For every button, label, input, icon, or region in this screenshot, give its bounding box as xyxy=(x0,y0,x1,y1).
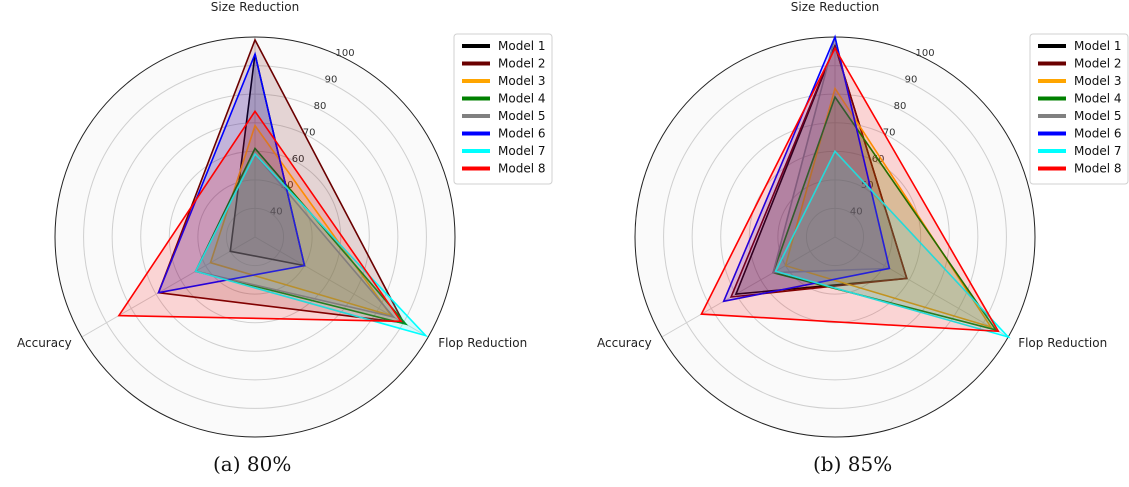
axis-label-accuracy: Accuracy xyxy=(597,336,652,350)
series-model-8-polygon xyxy=(700,46,1000,333)
radial-tick-label: 80 xyxy=(314,101,327,112)
series-model-6-polygon xyxy=(157,51,306,294)
legend-label-model-1: Model 1 xyxy=(1074,39,1121,53)
caption-b: (b) 85% xyxy=(813,452,893,476)
radar-panel-b: 40 50 60 70 80 90 100 Size Reduction Flop Reduct… xyxy=(580,0,1129,487)
axis-label-flop-reduction: Flop Reduction xyxy=(438,336,527,350)
series-model-4-polygon xyxy=(194,146,409,326)
axis-label-accuracy: Accuracy xyxy=(17,336,72,350)
grid-spoke-accuracy xyxy=(661,236,836,338)
radial-tick-label: 70 xyxy=(303,127,316,138)
legend-label-model-8: Model 8 xyxy=(498,162,545,176)
caption-a: (a) 80% xyxy=(213,452,292,476)
legend-label-model-7: Model 7 xyxy=(1074,144,1121,158)
plot-frame xyxy=(54,36,456,438)
radial-tick-label: 100 xyxy=(336,48,355,59)
radial-tick-label: 70 xyxy=(883,127,896,138)
legend-label-model-1: Model 1 xyxy=(498,39,545,53)
radial-tick-label: 40 xyxy=(850,207,863,218)
axis-label-flop-reduction: Flop Reduction xyxy=(1018,336,1107,350)
legend-label-model-5: Model 5 xyxy=(1074,109,1121,123)
legend-label-model-2: Model 2 xyxy=(1074,57,1121,71)
axis-label-size-reduction: Size Reduction xyxy=(791,0,879,14)
series-model-2-polygon xyxy=(729,43,908,298)
radial-tick-label: 90 xyxy=(325,75,338,86)
grid-spoke-flop-reduction xyxy=(834,236,1009,338)
legend-box xyxy=(453,33,553,185)
legend-label-model-2: Model 2 xyxy=(498,57,545,71)
legend-label-model-6: Model 6 xyxy=(1074,127,1121,141)
legend-label-model-3: Model 3 xyxy=(498,74,545,88)
legend-label-model-4: Model 4 xyxy=(498,92,545,106)
radial-tick-label: 40 xyxy=(270,207,283,218)
legend-label-model-5: Model 5 xyxy=(498,109,545,123)
radial-tick-label: 60 xyxy=(292,154,305,165)
series-model-7-polygon xyxy=(194,152,429,338)
radial-tick-label: 100 xyxy=(916,48,935,59)
radial-tick-label: 90 xyxy=(905,75,918,86)
series-model-6-polygon xyxy=(722,34,891,303)
axis-label-size-reduction: Size Reduction xyxy=(211,0,299,14)
legend-label-model-4: Model 4 xyxy=(1074,92,1121,106)
legend-box xyxy=(1029,33,1129,185)
legend-label-model-3: Model 3 xyxy=(1074,74,1121,88)
series-model-7-polygon xyxy=(774,149,1011,339)
legend-label-model-8: Model 8 xyxy=(1074,162,1121,176)
legend-label-model-6: Model 6 xyxy=(498,127,545,141)
grid-spoke-flop-reduction xyxy=(254,236,429,338)
legend-label-model-7: Model 7 xyxy=(498,144,545,158)
grid-spoke-accuracy xyxy=(81,236,256,338)
radar-panel-a: 40 50 60 70 80 90 100 Size Reduction Flop Reduct… xyxy=(17,0,553,476)
radial-tick-label: 80 xyxy=(894,101,907,112)
series-model-8-polygon xyxy=(117,109,403,323)
